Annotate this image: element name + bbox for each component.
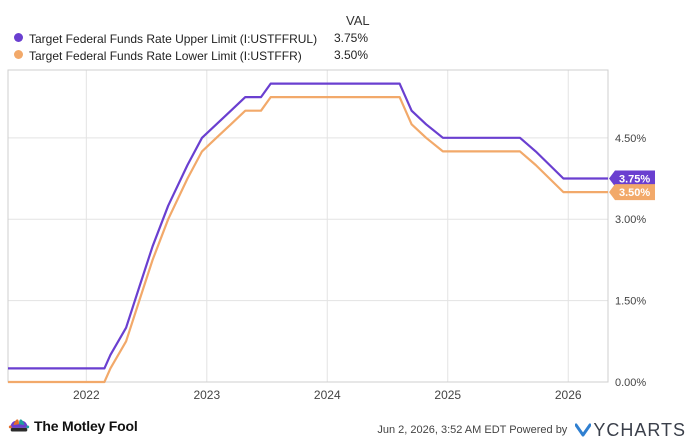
timestamp: Jun 2, 2026, 3:52 AM EDT Powered by — [377, 424, 568, 436]
y-tick-label-1: 1.50% — [615, 296, 646, 308]
legend-value-header: VAL — [346, 13, 370, 28]
end-label-lower: 3.50% — [619, 187, 650, 199]
x-tick-label-0: 2022 — [73, 388, 100, 402]
legend-label-upper: Target Federal Funds Rate Upper Limit (I… — [29, 31, 318, 46]
legend-dot-lower — [14, 50, 23, 60]
x-tick-label-2: 2024 — [314, 388, 341, 402]
legend-value-upper: 3.75% — [334, 31, 369, 45]
legend-label-lower: Target Federal Funds Rate Lower Limit (I… — [29, 48, 302, 63]
ycharts-wordmark: YCHARTS — [593, 419, 686, 440]
ycharts-logo-icon — [575, 423, 592, 437]
y-tick-label-0: 0.00% — [615, 377, 646, 389]
end-label-tag-lower — [609, 184, 655, 201]
chart-legend: VAL Target Federal Funds Rate Upper Limi… — [0, 0, 700, 70]
legend-dot-upper — [14, 33, 23, 43]
y-tick-label-2: 3.00% — [615, 214, 646, 226]
y-tick-label-3: 4.50% — [615, 133, 646, 145]
legend-value-lower: 3.50% — [334, 48, 369, 62]
motley-fool-logo: The Motley Fool — [8, 414, 138, 438]
x-tick-label-1: 2023 — [193, 388, 220, 402]
series-line-upper — [8, 82, 608, 370]
brand-name: The Motley Fool — [34, 418, 138, 434]
legend-item-lower[interactable]: Target Federal Funds Rate Lower Limit (I… — [14, 48, 302, 63]
x-tick-label-4: 2026 — [555, 388, 582, 402]
jester-cap-icon — [8, 419, 30, 432]
end-label-tag-upper — [609, 170, 655, 187]
end-label-upper: 3.75% — [619, 174, 650, 186]
plot-frame — [7, 69, 609, 383]
legend-item-upper[interactable]: Target Federal Funds Rate Upper Limit (I… — [14, 31, 317, 46]
x-tick-label-3: 2025 — [434, 388, 461, 402]
chart-footer: Jun 2, 2026, 3:52 AM EDT Powered by YCHA… — [377, 420, 686, 440]
series-line-lower — [8, 96, 608, 384]
